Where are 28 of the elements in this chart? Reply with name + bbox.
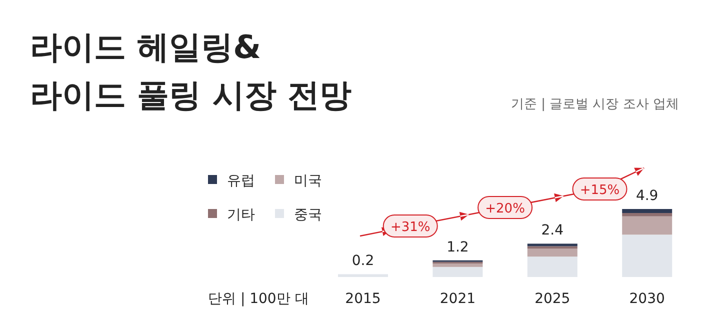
bar	[432, 266, 483, 277]
x-tick-label: 2025	[534, 291, 570, 307]
bar	[527, 246, 578, 249]
bar	[622, 213, 672, 216]
bar	[622, 209, 672, 214]
legend-label: 미국	[294, 173, 322, 189]
text: 기준 | 글로벌 시장 조사 업체	[510, 97, 679, 112]
legend-label: 유럽	[227, 173, 255, 189]
annotation: +20%	[485, 202, 525, 216]
text: +15%	[580, 183, 620, 198]
annotation: 1.2	[446, 239, 469, 256]
annotation: 4.9	[636, 188, 658, 204]
annotation: 2.4	[541, 222, 564, 239]
chart-title: 라이드 헤일링& 라이드 풀링 시장 전망	[30, 28, 352, 114]
bar	[622, 216, 672, 235]
annotation: +31%	[390, 220, 430, 235]
bar	[527, 248, 578, 257]
bar	[527, 244, 578, 246]
text: 단위 | 100만 대	[208, 291, 309, 307]
x-tick-label: 2030	[629, 291, 665, 307]
bar	[432, 263, 483, 267]
x-tick-label: 2015	[345, 291, 381, 307]
bar	[527, 256, 578, 277]
x-tick-label: 2021	[440, 291, 476, 307]
legend-label: 중국	[294, 207, 322, 223]
legend-label: 기타	[227, 207, 255, 223]
annotation: 0.2	[352, 253, 374, 270]
bar	[622, 234, 672, 277]
